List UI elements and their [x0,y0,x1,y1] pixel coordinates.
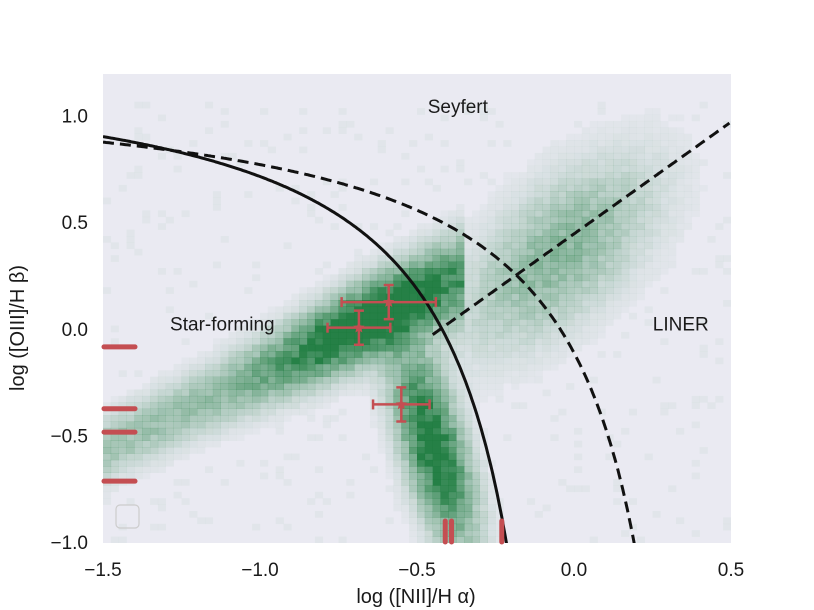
x-tick-label: −1.0 [241,560,279,581]
seyfert-liner-line [431,121,731,336]
region-label: Seyfert [428,97,489,118]
y-tick-label: 0.0 [62,320,88,341]
density-histogram [103,101,731,543]
region-label: LINER [653,315,709,336]
region-label: Star-forming [170,315,275,336]
demarcation-lines [103,121,731,543]
data-point [326,309,392,346]
y-tick-label: 1.0 [62,107,88,128]
y-tick-label: 0.5 [62,213,88,234]
x-tick-label: 0.0 [561,560,587,581]
data-point [340,283,438,321]
data-point [371,386,431,423]
y-tick-label: −0.5 [50,426,88,447]
x-tick-label: 0.5 [718,560,744,581]
legend-box [115,504,140,529]
kewley-line [103,140,636,543]
x-tick-label: −0.5 [398,560,436,581]
x-tick-label: −1.5 [84,560,122,581]
axis-ticks: −1.5 −1.0 −0.5 0.0 0.5 −1.0 −0.5 0.0 0.5 1.0 [50,107,744,581]
region-labels: Seyfert Star-forming LINER [170,97,709,335]
x-axis-label: log ([NII]/H α) [356,586,475,608]
y-axis-label: log ([OIII]/H β) [7,265,29,391]
data-markers [101,283,505,545]
y-tick-label: −1.0 [50,533,88,554]
